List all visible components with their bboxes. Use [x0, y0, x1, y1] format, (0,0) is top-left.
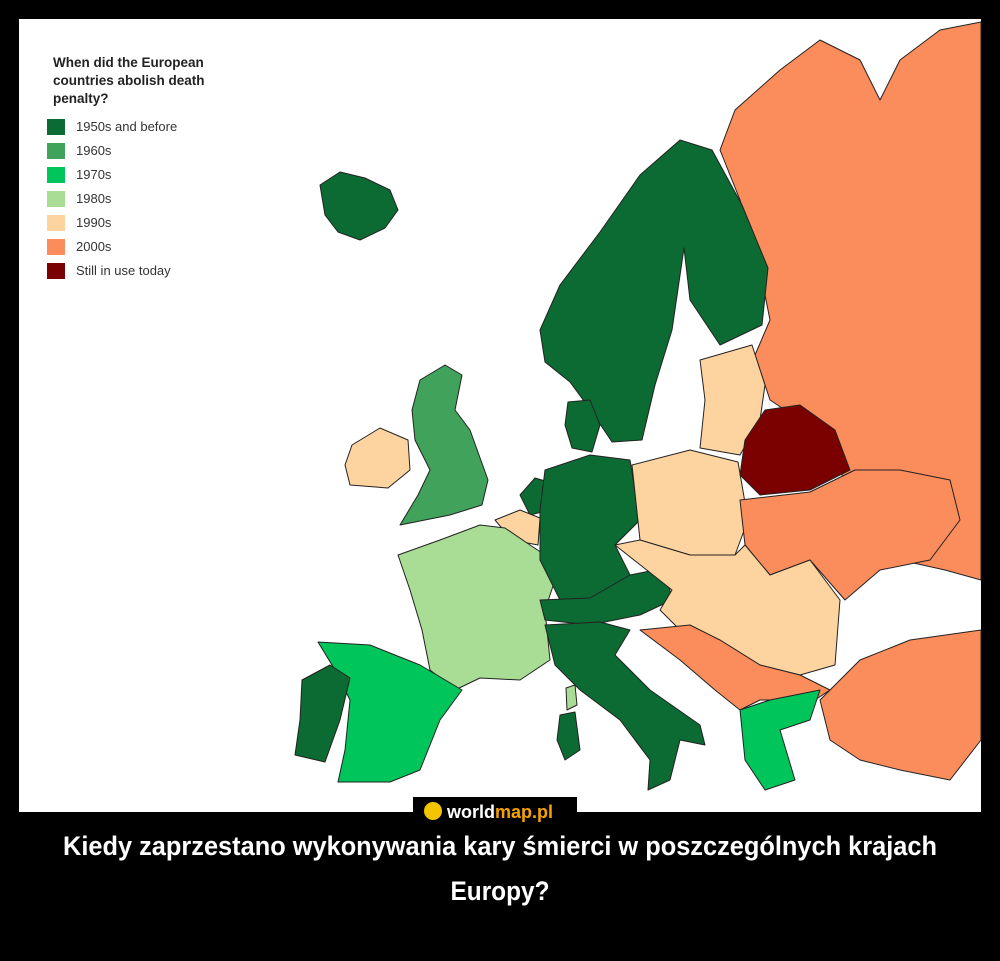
legend-swatch: [47, 191, 65, 207]
logo-left: world: [446, 802, 495, 822]
country: [556, 711, 581, 761]
country: [544, 621, 706, 791]
legend-label: 2000s: [76, 239, 112, 254]
country: [739, 404, 851, 496]
country: [631, 449, 749, 556]
country: [317, 641, 463, 783]
country: [739, 689, 821, 791]
country: [319, 171, 399, 241]
legend-label: 1970s: [76, 167, 112, 182]
legend-label: 1950s and before: [76, 119, 177, 134]
legend-swatch: [47, 215, 65, 231]
logo: worldmap.pl: [446, 802, 553, 822]
legend-label: 1960s: [76, 143, 112, 158]
country: [565, 684, 578, 711]
legend-label: 1990s: [76, 215, 112, 230]
logo-icon: [424, 802, 442, 820]
legend-swatch: [47, 239, 65, 255]
country: [294, 664, 351, 763]
caption-line: Europy?: [451, 876, 550, 906]
country: [639, 624, 831, 711]
logo-right: map.pl: [495, 802, 553, 822]
legend-label: 1980s: [76, 191, 112, 206]
legend-swatch: [47, 167, 65, 183]
country: [397, 524, 561, 691]
legend-label: Still in use today: [76, 263, 171, 278]
country: [719, 21, 982, 581]
map: [294, 21, 982, 791]
legend-title: When did the European: [53, 55, 204, 70]
legend-swatch: [47, 143, 65, 159]
legend-swatch: [47, 263, 65, 279]
legend-title: countries abolish death: [53, 73, 205, 88]
legend-title: penalty?: [53, 91, 109, 106]
country: [564, 399, 601, 453]
caption-line: Kiedy zaprzestano wykonywania kary śmier…: [63, 831, 937, 861]
country: [819, 629, 982, 781]
country: [344, 427, 411, 489]
country: [614, 539, 841, 676]
country: [399, 364, 489, 526]
legend: When did the European countries abolish d…: [47, 55, 205, 279]
legend-swatch: [47, 119, 65, 135]
